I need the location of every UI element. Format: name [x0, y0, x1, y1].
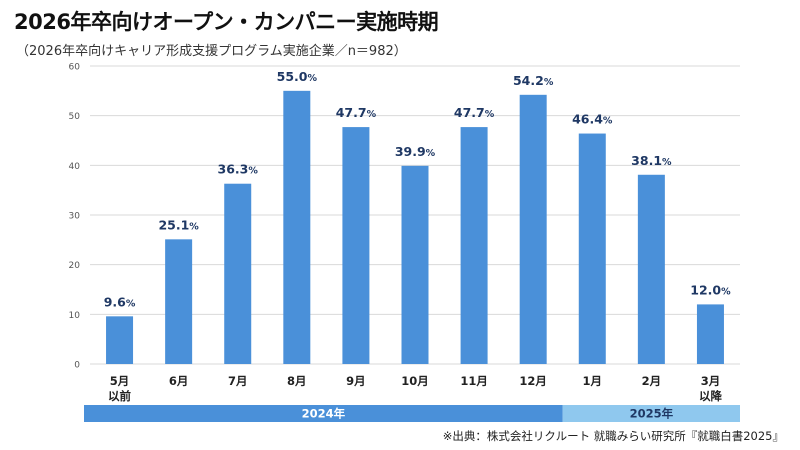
x-tick-label: 12月 [519, 374, 547, 388]
bar [460, 127, 488, 364]
x-tick-label: 10月 [401, 374, 429, 388]
data-label: 47.7% [454, 105, 495, 120]
x-tick-label: 2月 [642, 374, 662, 388]
chart-subtitle: （2026年卒向けキャリア形成支援プログラム実施企業／n＝982） [16, 44, 407, 59]
data-label: 46.4% [572, 112, 613, 127]
x-tick-label: 6月 [169, 374, 189, 388]
data-label: 38.1% [631, 153, 672, 168]
data-label: 12.0% [690, 282, 731, 297]
bar [224, 183, 252, 364]
x-tick-label: 9月 [346, 374, 366, 388]
data-label: 9.6% [104, 294, 136, 309]
x-tick-label: 以前 [108, 389, 131, 403]
year-band [84, 405, 563, 422]
x-tick-label: 以降 [699, 389, 722, 403]
bar [106, 316, 134, 364]
x-tick-label: 7月 [228, 374, 248, 388]
x-tick-label: 8月 [287, 374, 307, 388]
x-tick-label: 1月 [583, 374, 603, 388]
data-label: 54.2% [513, 73, 554, 88]
x-tick-label: 11月 [460, 374, 488, 388]
data-label: 39.9% [395, 144, 436, 159]
y-tick-label: 50 [69, 112, 81, 122]
data-label: 36.3% [218, 162, 259, 177]
y-tick-label: 30 [69, 212, 81, 222]
x-tick-label: 3月 [701, 374, 721, 388]
year-band-label: 2025年 [630, 407, 674, 421]
bar [342, 127, 370, 364]
bar [519, 94, 547, 364]
y-tick-label: 40 [69, 162, 81, 172]
y-tick-label: 0 [74, 361, 80, 371]
bar [283, 90, 311, 364]
y-tick-label: 60 [69, 63, 81, 73]
year-band [562, 405, 740, 422]
bar [165, 239, 193, 364]
source-footnote: ※出典：株式会社リクルート 就職みらい研究所『就職白書2025』 [442, 429, 784, 443]
bar [401, 165, 429, 364]
y-tick-label: 20 [69, 261, 81, 271]
bar [696, 304, 724, 364]
bar [637, 174, 665, 364]
data-label: 47.7% [336, 105, 377, 120]
year-band-label: 2024年 [302, 407, 346, 421]
data-label: 25.1% [158, 217, 199, 232]
data-label: 55.0% [277, 69, 318, 84]
bar [578, 133, 606, 364]
y-tick-label: 10 [69, 311, 81, 321]
x-tick-label: 5月 [110, 374, 130, 388]
chart-title: 2026年卒向けオープン・カンパニー実施時期 [14, 10, 439, 34]
